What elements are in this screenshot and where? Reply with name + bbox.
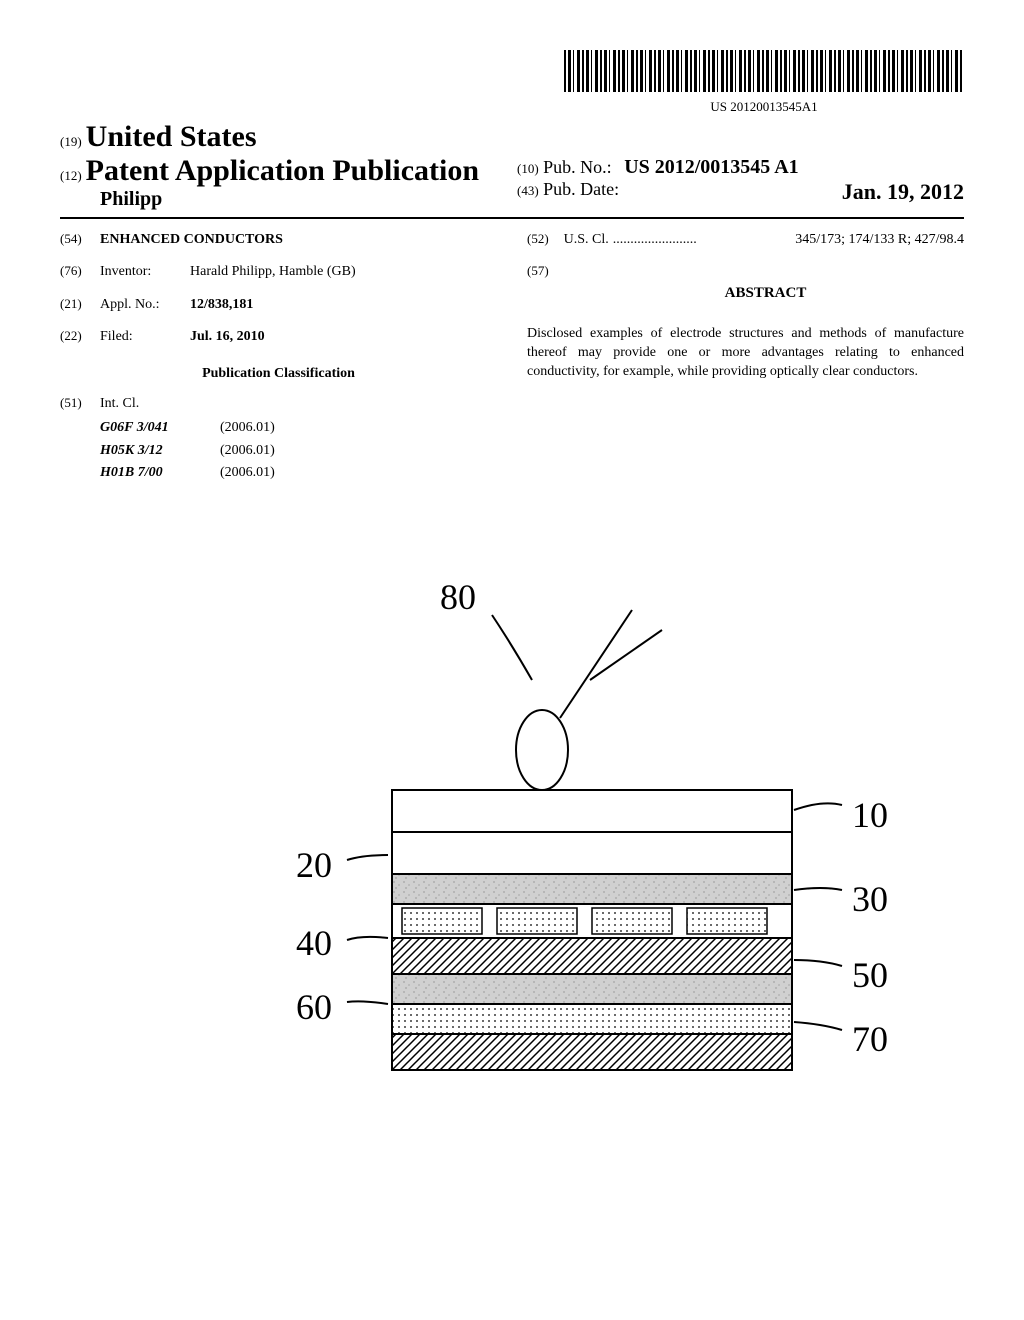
pub-no-label: Pub. No.: [543,157,612,177]
inventor-label: Inventor: [100,261,190,283]
header-row: (19) United States (12) Patent Applicati… [60,120,964,211]
barcode-area: US 20120013545A1 [60,50,964,116]
ref-40: 40 [296,922,332,964]
uscl-dotfill: ........................ [609,229,795,251]
publication-type: Patent Application Publication [86,154,479,187]
bibliographic-data: (54) ENHANCED CONDUCTORS (76) Inventor: … [60,229,964,485]
abstract-code: (57) [527,261,567,325]
patent-page: US 20120013545A1 (19) United States (12)… [0,0,1024,505]
pub-no-value: US 2012/0013545 A1 [624,156,798,178]
appl-number: 12/838,181 [190,294,497,316]
author-name: Philipp [60,188,507,211]
ref-70: 70 [852,1018,888,1060]
ref-50: 50 [852,954,888,996]
header-rule [60,217,964,219]
inventor-location: , Hamble (GB) [272,264,356,279]
filed-label: Filed: [100,326,190,348]
invention-title: ENHANCED CONDUCTORS [100,229,497,251]
appl-label: Appl. No.: [100,294,190,316]
intcl-list: G06F 3/041 (2006.01) H05K 3/12 (2006.01)… [60,417,497,484]
uscl-value-rest: ; 174/133 R; 427/98.4 [841,229,964,251]
uscl-label: U.S. Cl. [564,229,609,251]
ref-20: 20 [296,844,332,886]
pub-date-label: Pub. Date: [543,179,619,199]
filed-date: Jul. 16, 2010 [190,326,497,348]
inventor-name: Harald Philipp [190,264,272,279]
pub-date-code: (43) [517,183,539,198]
country: United States [86,120,257,153]
classification-heading: Publication Classification [60,363,497,385]
title-code: (54) [60,229,100,251]
appl-code: (21) [60,294,100,316]
barcode [564,50,964,92]
biblio-left-column: (54) ENHANCED CONDUCTORS (76) Inventor: … [60,229,497,485]
biblio-right-column: (52) U.S. Cl. ........................ 3… [527,229,964,485]
uscl-value-primary: 345/173 [795,229,841,251]
figure-area: 80 10 20 30 40 50 60 70 [0,550,1024,1130]
intcl-item: G06F 3/041 (2006.01) [100,417,497,439]
intcl-code: (51) [60,393,100,415]
ref-60: 60 [296,986,332,1028]
pub-type-code: (12) [60,168,82,183]
pub-date-value: Jan. 19, 2012 [842,179,964,205]
intcl-label: Int. Cl. [100,393,139,415]
abstract-text: Disclosed examples of electrode structur… [527,325,964,382]
uscl-code: (52) [527,229,564,251]
inventor-code: (76) [60,261,100,283]
abstract-heading: ABSTRACT [567,281,964,305]
intcl-item: H01B 7/00 (2006.01) [100,462,497,484]
ref-30: 30 [852,878,888,920]
ref-10: 10 [852,794,888,836]
intcl-item: H05K 3/12 (2006.01) [100,440,497,462]
pub-no-code: (10) [517,161,539,176]
country-code: (19) [60,134,82,149]
filed-code: (22) [60,326,100,348]
figure-container: 80 10 20 30 40 50 60 70 [192,550,832,1130]
ref-80: 80 [440,576,476,618]
barcode-number: US 20120013545A1 [564,99,964,115]
